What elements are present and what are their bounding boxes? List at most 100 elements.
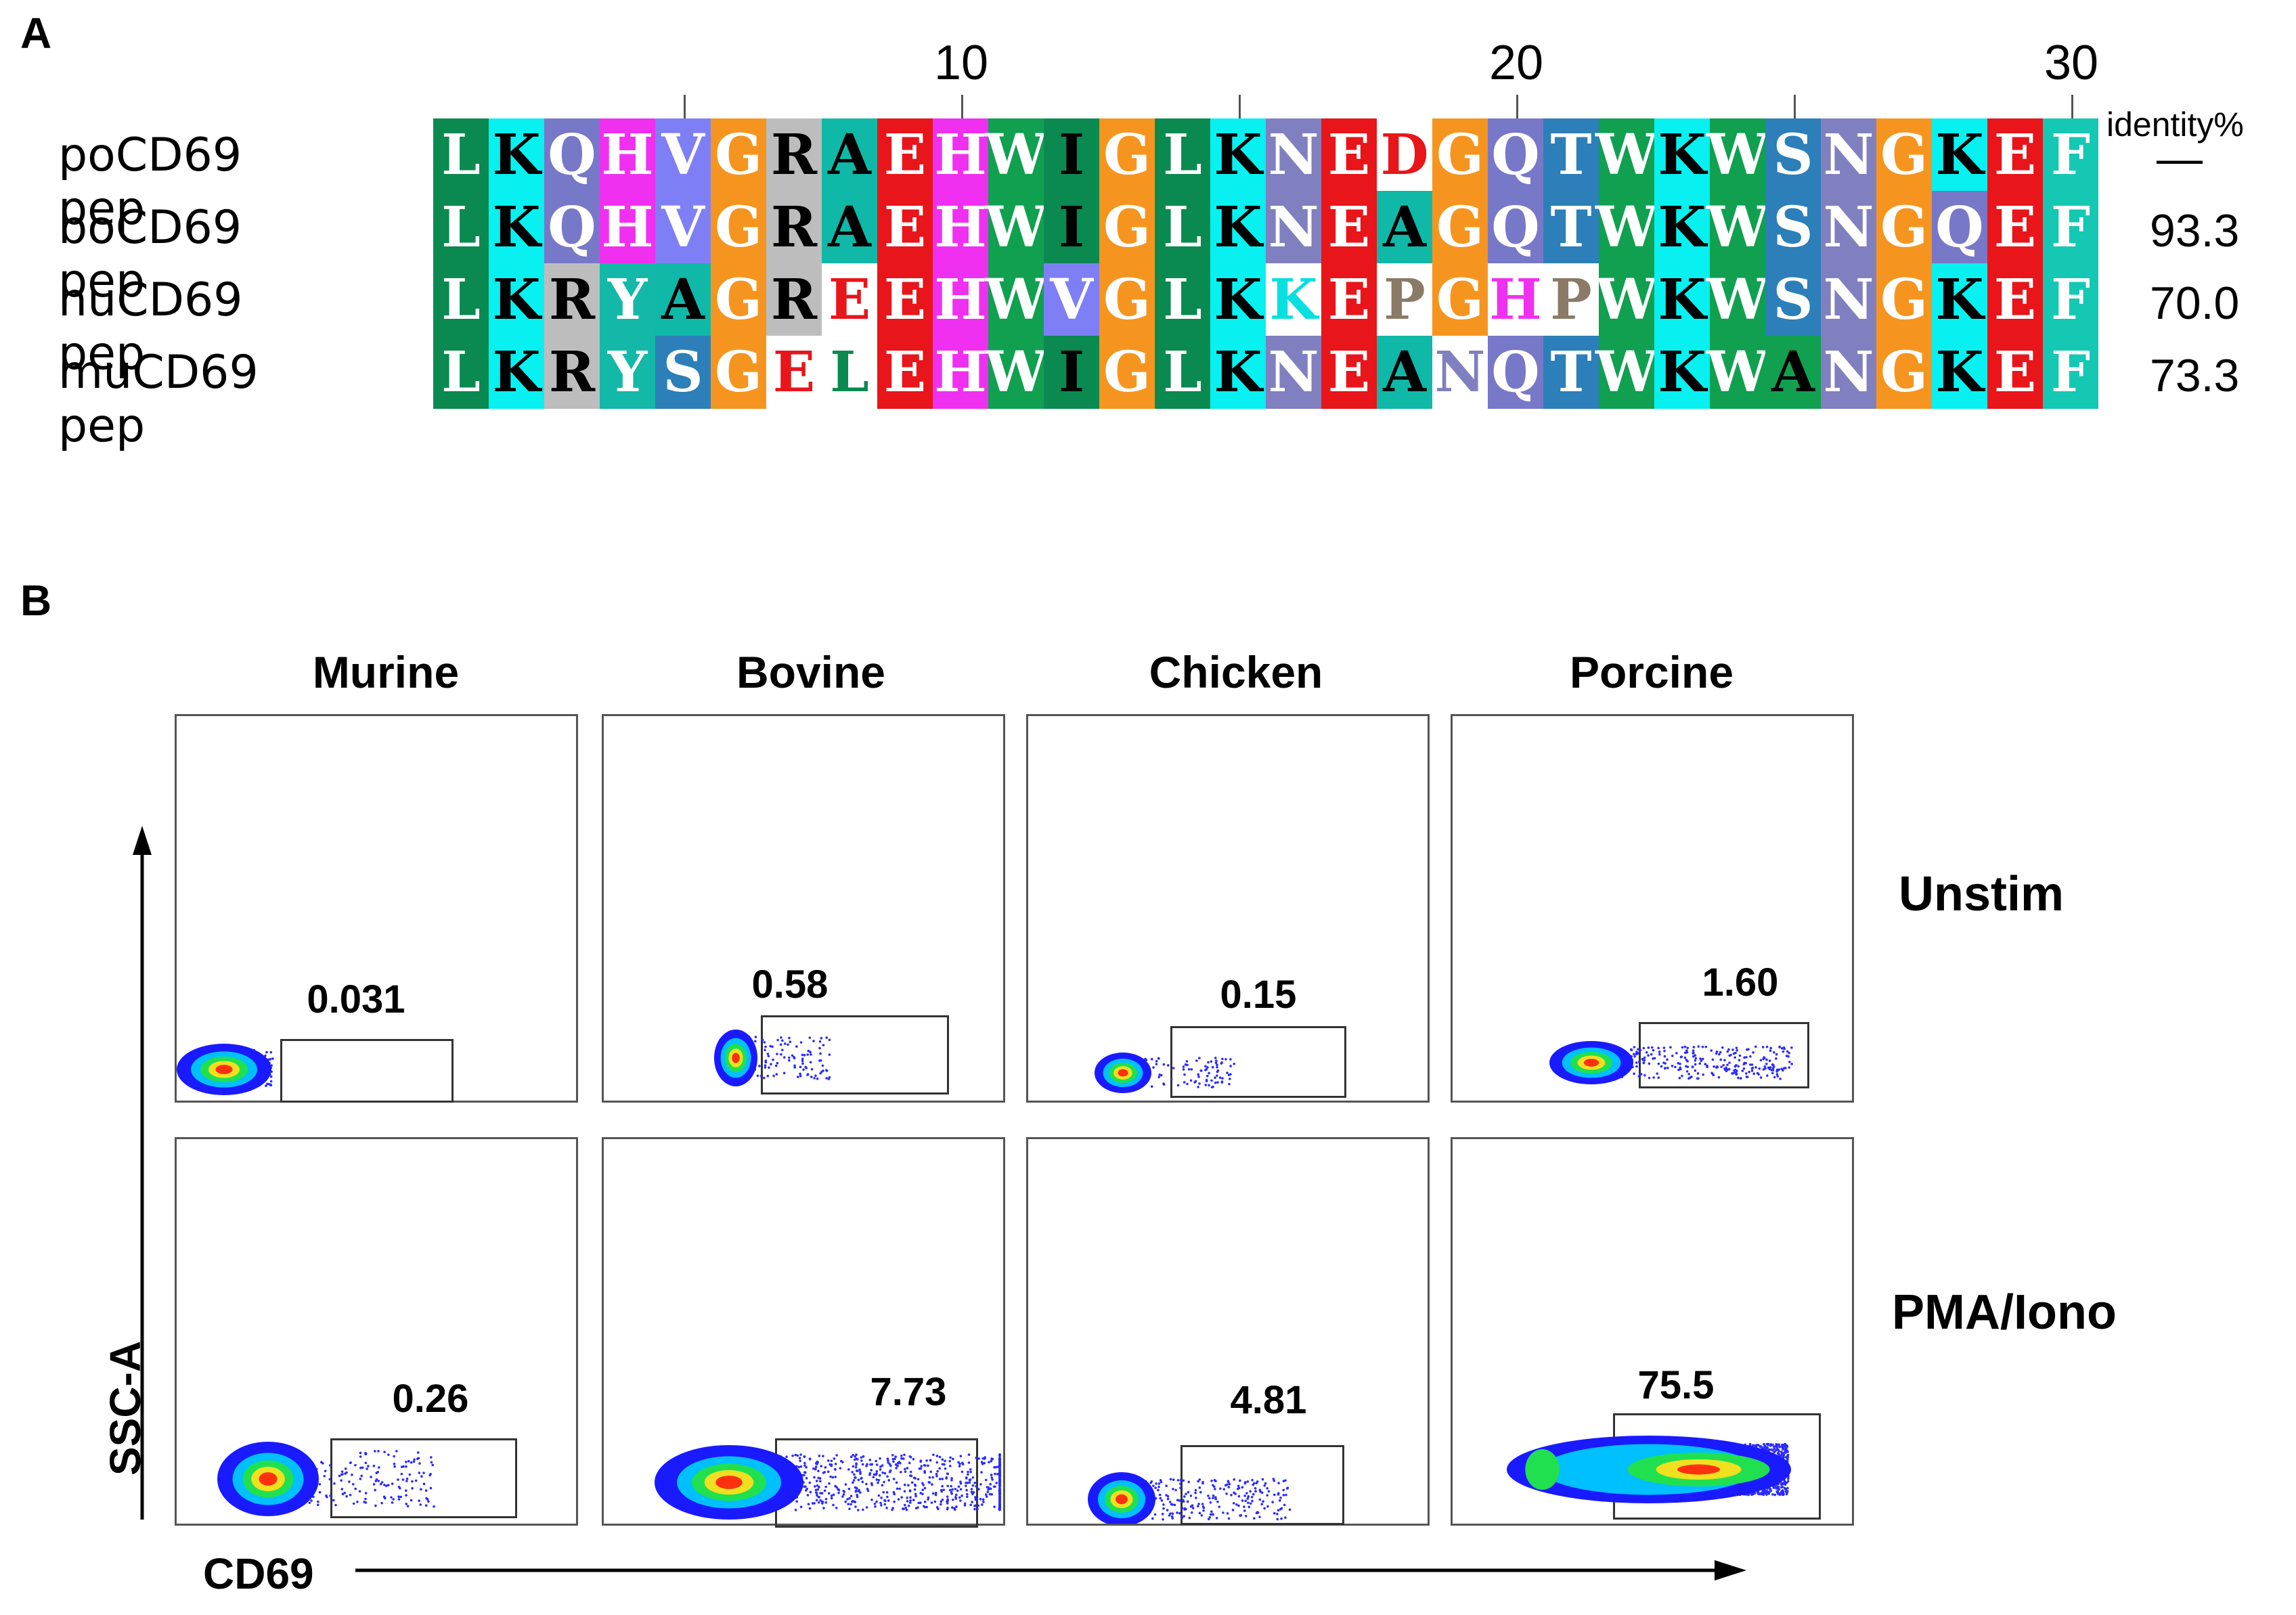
- residue-cell: A: [1765, 336, 1821, 409]
- residue-cell: A: [1377, 191, 1432, 264]
- residue-cell: H: [933, 118, 988, 192]
- gate-value: 0.58: [751, 963, 829, 1006]
- identity-header: identity%: [2106, 106, 2244, 143]
- residue-cell: K: [489, 191, 544, 264]
- residue-cell: F: [2043, 191, 2098, 264]
- residue-cell: E: [877, 191, 933, 264]
- density-plot: [714, 1030, 831, 1086]
- residue-cell: W: [1595, 118, 1658, 192]
- residue-cell: P: [1543, 263, 1599, 336]
- residue-cell: D: [1377, 118, 1432, 192]
- residue-cell: E: [766, 336, 822, 409]
- residue-cell: E: [1987, 191, 2043, 264]
- density-plot: [177, 1044, 274, 1095]
- residue-cell: W: [1706, 336, 1769, 409]
- residue-cell: W: [985, 263, 1047, 336]
- gate-value: 0.031: [307, 977, 405, 1021]
- residue-cell: Y: [600, 336, 655, 409]
- column-title-murine: Murine: [312, 647, 460, 697]
- residue-cell: E: [1987, 263, 2043, 336]
- facs-plot-porcine-pma: 75.5: [1451, 1137, 1854, 1526]
- residue-cell: V: [655, 118, 711, 192]
- residue-cell: E: [822, 263, 877, 336]
- identity-value: —: [2157, 133, 2203, 184]
- residue-cell: L: [1155, 118, 1210, 192]
- ruler-number: 10: [933, 36, 989, 90]
- facs-plot-chicken-pma: 4.81: [1026, 1137, 1430, 1526]
- residue-cell: K: [1654, 336, 1710, 409]
- residue-cell: K: [489, 118, 544, 192]
- facs-plot-porcine-unstim: 1.60: [1451, 714, 1854, 1103]
- column-title-bovine: Bovine: [736, 647, 886, 697]
- facs-plot-bovine-unstim: 0.58: [602, 714, 1005, 1103]
- gate-value: 0.26: [392, 1377, 469, 1421]
- residue-cell: K: [1654, 263, 1710, 336]
- residue-cell: L: [1155, 263, 1210, 336]
- identity-value: 93.3: [2150, 205, 2240, 257]
- identity-value: 73.3: [2150, 350, 2240, 401]
- residue-cell: R: [766, 263, 822, 336]
- residue-cell: Q: [1488, 336, 1543, 409]
- x-axis-label: CD69: [203, 1549, 314, 1598]
- identity-value: 70.0: [2150, 278, 2240, 329]
- gate-box: [1639, 1022, 1809, 1088]
- residue-cell: G: [1099, 336, 1155, 409]
- residue-cell: I: [1044, 191, 1099, 264]
- residue-cell: E: [877, 118, 933, 192]
- y-axis-arrow: [133, 826, 152, 1520]
- density-plot: [655, 1445, 1001, 1520]
- residue-cell: G: [1432, 263, 1488, 336]
- column-title-chicken: Chicken: [1149, 647, 1323, 697]
- residue-cell: L: [822, 336, 877, 409]
- residue-cell: H: [1488, 263, 1543, 336]
- residue-cell: N: [1266, 191, 1321, 264]
- residue-cell: W: [985, 336, 1047, 409]
- residue-cell: G: [711, 336, 766, 409]
- gate-value: 1.60: [1702, 960, 1779, 1004]
- residue-cell: K: [489, 336, 544, 409]
- residue-cell: E: [1321, 263, 1377, 336]
- residue-cell: S: [1765, 263, 1821, 336]
- residue-cell: K: [1654, 118, 1710, 192]
- residue-cell: H: [933, 336, 988, 409]
- residue-cell: T: [1543, 191, 1599, 264]
- residue-cell: L: [1155, 336, 1210, 409]
- residue-cell: N: [1266, 118, 1321, 192]
- residue-cell: G: [711, 191, 766, 264]
- gate-box: [761, 1015, 949, 1094]
- residue-cell: H: [600, 191, 655, 264]
- residue-cell: Q: [1488, 191, 1543, 264]
- residue-cell: K: [1932, 263, 1987, 336]
- ruler-number: 30: [2044, 36, 2099, 90]
- residue-cell: G: [711, 263, 766, 336]
- gate-box: [1170, 1026, 1346, 1098]
- residue-cell: E: [1987, 336, 2043, 409]
- density-plot: [1507, 1436, 1791, 1503]
- residue-cell: S: [1765, 118, 1821, 192]
- residue-cell: G: [1099, 118, 1155, 192]
- gate-value: 7.73: [870, 1370, 947, 1414]
- residue-cell: G: [711, 118, 766, 192]
- residue-cell: H: [933, 191, 988, 264]
- sequence-name: boCD69 pep: [58, 201, 242, 308]
- density-plot: [1095, 1053, 1236, 1093]
- residue-cell: K: [489, 263, 544, 336]
- residue-cell: L: [433, 336, 489, 409]
- residue-cell: R: [544, 336, 600, 409]
- residue-cell: N: [1821, 263, 1876, 336]
- residue-cell: H: [933, 263, 988, 336]
- row-title-pma-iono: PMA/Iono: [1892, 1285, 2117, 1340]
- residue-cell: F: [2043, 263, 2098, 336]
- residue-cell: L: [433, 263, 489, 336]
- density-plot: [217, 1442, 435, 1516]
- residue-cell: A: [822, 191, 877, 264]
- gate-box: [1180, 1445, 1344, 1525]
- residue-cell: A: [655, 263, 711, 336]
- x-axis-arrow: [355, 1560, 1746, 1580]
- residue-cell: G: [1432, 118, 1488, 192]
- residue-cell: W: [1595, 263, 1658, 336]
- facs-plot-chicken-unstim: 0.15: [1026, 714, 1430, 1103]
- residue-cell: G: [1876, 191, 1932, 264]
- residue-cell: E: [877, 336, 933, 409]
- residue-cell: A: [822, 118, 877, 192]
